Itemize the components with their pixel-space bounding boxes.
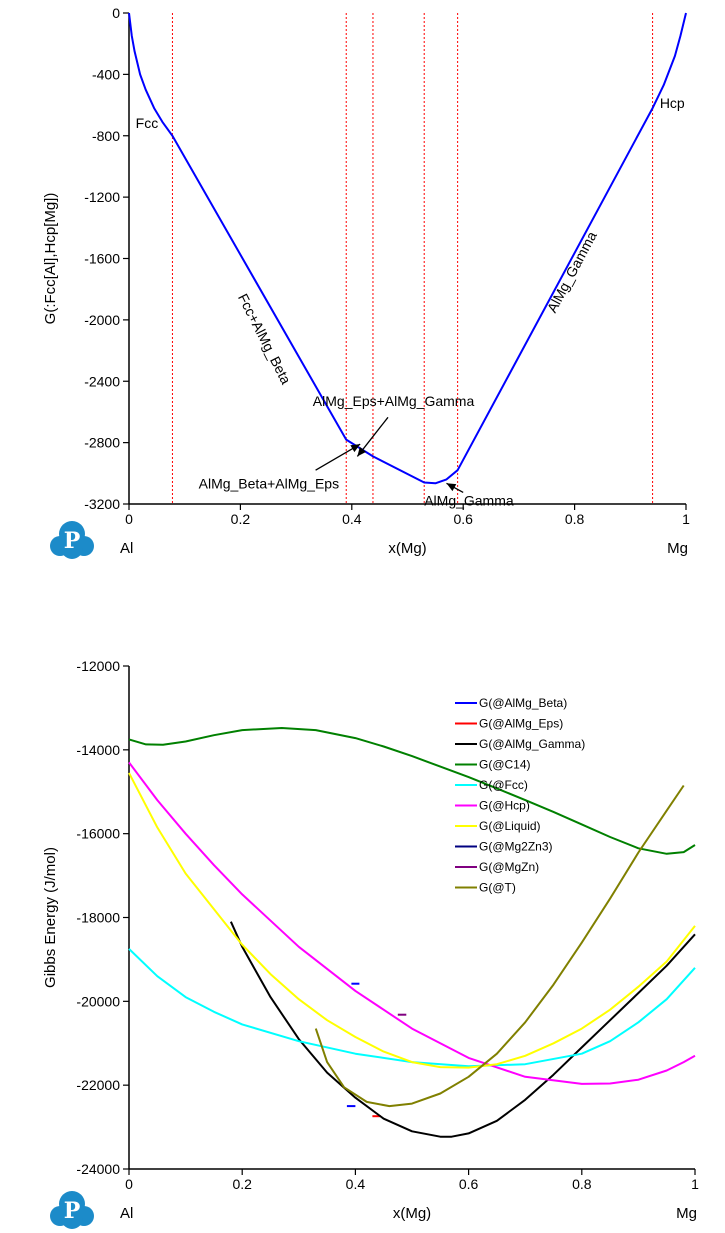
x-tick-label: 0 xyxy=(125,1176,133,1192)
legend-label: G(@MgZn) xyxy=(479,860,539,874)
legend-label: G(@Fcc) xyxy=(479,778,528,792)
legend-label: G(@Mg2Zn3) xyxy=(479,840,553,854)
x-left-component-label: Al xyxy=(120,540,133,557)
series-line xyxy=(128,761,696,1085)
x-tick-label: 0.4 xyxy=(342,511,362,527)
x-tick-label: 0.4 xyxy=(346,1176,366,1192)
legend-label: G(@AlMg_Beta) xyxy=(479,696,567,710)
annotation-arrowhead xyxy=(357,446,367,457)
x-axis-label: x(Mg) xyxy=(393,1205,431,1222)
y-tick-label: -2800 xyxy=(84,435,120,451)
phase-annotation: AlMg_Eps+AlMg_Gamma xyxy=(313,393,475,409)
series-line xyxy=(229,921,696,1138)
x-right-component-label: Mg xyxy=(676,1205,697,1222)
phase-annotation: Fcc xyxy=(136,115,159,131)
y-tick-label: -400 xyxy=(92,66,120,82)
bottom-chart: -12000 -14000 -16000 -18000 -20000 -22000 -240… xyxy=(42,658,699,1222)
y-tick-label: -16000 xyxy=(76,826,120,842)
series-line xyxy=(128,948,696,1068)
y-axis-label: Gibbs Energy (J/mol) xyxy=(42,847,59,988)
y-tick-label: -2400 xyxy=(84,373,120,389)
annotation-arrowhead xyxy=(446,483,457,492)
legend-label: G(@AlMg_Gamma) xyxy=(479,737,585,751)
legend-label: G(@T) xyxy=(479,881,516,895)
phase-annotation: Hcp xyxy=(660,95,685,111)
series-line xyxy=(128,727,696,855)
pandat-logo-icon-bottom: P xyxy=(50,1191,94,1229)
series-line xyxy=(128,12,687,485)
svg-text:P: P xyxy=(64,528,81,554)
x-tick-label: 0.8 xyxy=(572,1176,592,1192)
legend-label: G(@C14) xyxy=(479,758,531,772)
y-tick-label: 0 xyxy=(112,5,120,21)
x-tick-label: 0.8 xyxy=(565,511,585,527)
legend-label: G(@Liquid) xyxy=(479,819,541,833)
y-tick-label: -2000 xyxy=(84,312,120,328)
y-axis-label: G(:Fcc[Al],Hcp[Mg]) xyxy=(42,193,59,325)
phase-annotation: Fcc+AlMg_Beta xyxy=(235,291,294,387)
y-tick-label: -20000 xyxy=(76,993,120,1009)
x-left-component-label: Al xyxy=(120,1205,133,1222)
y-tick-label: -1600 xyxy=(84,251,120,267)
y-tick-label: -3200 xyxy=(84,496,120,512)
y-tick-label: -24000 xyxy=(76,1161,120,1177)
series-line xyxy=(314,784,685,1108)
top-chart: 0 -400 -800 -1200 -1600 -2000 -2400 -2800 -3200 0… xyxy=(42,5,690,557)
x-axis-label: x(Mg) xyxy=(388,540,426,557)
series-line xyxy=(128,772,696,1069)
svg-text:P: P xyxy=(64,1198,81,1224)
x-tick-label: 0.6 xyxy=(459,1176,479,1192)
y-tick-label: -18000 xyxy=(76,910,120,926)
x-tick-label: 0 xyxy=(125,511,133,527)
phase-annotation: AlMg_Beta+AlMg_Eps xyxy=(199,476,339,492)
y-tick-label: -800 xyxy=(92,128,120,144)
y-tick-label: -14000 xyxy=(76,742,120,758)
annotation-arrowhead xyxy=(350,444,361,453)
legend-label: G(@AlMg_Eps) xyxy=(479,717,563,731)
x-tick-label: 1 xyxy=(682,511,690,527)
phase-annotation: AlMg_Gamma xyxy=(544,228,600,315)
y-tick-label: -12000 xyxy=(76,658,120,674)
legend-label: G(@Hcp) xyxy=(479,799,530,813)
pandat-logo-icon-top: P xyxy=(50,521,94,559)
y-tick-label: -22000 xyxy=(76,1077,120,1093)
x-right-component-label: Mg xyxy=(667,540,688,557)
x-tick-label: 1 xyxy=(691,1176,699,1192)
phase-annotation: AlMg_Gamma xyxy=(424,493,514,509)
x-tick-label: 0.2 xyxy=(231,511,251,527)
y-tick-label: -1200 xyxy=(84,189,120,205)
x-tick-label: 0.2 xyxy=(232,1176,252,1192)
x-tick-label: 0.6 xyxy=(453,511,473,527)
